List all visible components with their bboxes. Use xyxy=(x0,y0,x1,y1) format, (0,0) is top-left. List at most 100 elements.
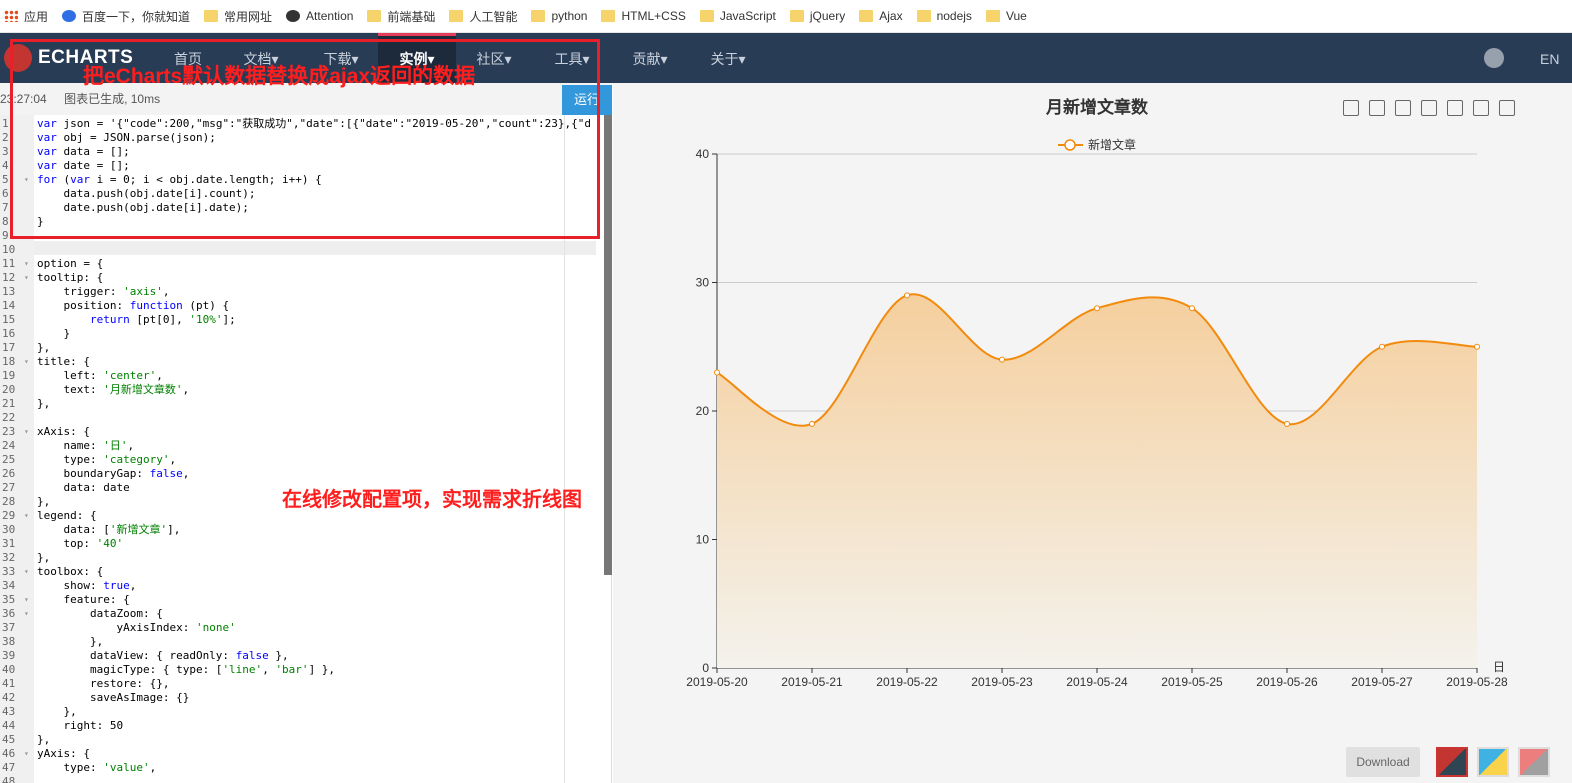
line-number: 36 xyxy=(2,607,16,620)
bookmark-label: 百度一下，你就知道 xyxy=(82,9,191,24)
bookmark-item[interactable]: Ajax xyxy=(859,9,903,23)
bookmark-item[interactable]: Vue xyxy=(985,9,1027,23)
fold-arrow-icon[interactable]: ▾ xyxy=(24,259,29,268)
bookmark-item[interactable]: 人工智能 xyxy=(449,8,517,25)
y-tick-label: 0 xyxy=(702,661,709,675)
line-number: 8 xyxy=(2,215,9,228)
bookmark-item[interactable]: 常用网址 xyxy=(204,8,272,25)
save-image-icon[interactable] xyxy=(1499,100,1515,116)
theme-swatch-vintage[interactable] xyxy=(1518,747,1550,777)
bookmark-label: nodejs xyxy=(936,9,972,23)
nav-item[interactable]: 文档▾ xyxy=(243,51,279,67)
code-line: }, xyxy=(37,733,51,746)
bookmark-item[interactable]: JavaScript xyxy=(699,9,776,23)
x-tick-label: 2019-05-22 xyxy=(876,675,938,689)
fold-arrow-icon[interactable]: ▾ xyxy=(24,609,29,618)
bookmark-label: jQuery xyxy=(809,9,846,23)
nav-item[interactable]: 下载▾ xyxy=(323,51,359,67)
theme-swatch-default[interactable] xyxy=(1436,747,1468,777)
restore-icon[interactable] xyxy=(1473,100,1489,116)
line-number: 22 xyxy=(2,411,16,424)
line-number: 11 xyxy=(2,257,16,270)
line-number: 48 xyxy=(2,775,16,783)
bookmark-item[interactable]: Attention xyxy=(286,9,353,23)
line-number: 3 xyxy=(2,145,9,158)
nav-item[interactable]: 关于▾ xyxy=(710,51,746,67)
line-number: 1 xyxy=(2,117,9,130)
x-tick-label: 2019-05-25 xyxy=(1161,675,1223,689)
line-number: 24 xyxy=(2,439,16,452)
folder-icon xyxy=(449,10,464,22)
code-line: feature: { xyxy=(37,593,130,606)
fold-arrow-icon[interactable]: ▾ xyxy=(24,567,29,576)
code-line: top: '40' xyxy=(37,537,124,550)
fold-arrow-icon[interactable]: ▾ xyxy=(24,427,29,436)
bookmark-item[interactable]: 前端基础 xyxy=(367,8,435,25)
fold-arrow-icon[interactable]: ▾ xyxy=(24,273,29,282)
bar-type-icon[interactable] xyxy=(1447,100,1463,116)
code-line: position: function (pt) { xyxy=(37,299,230,312)
line-number: 46 xyxy=(2,747,16,760)
code-area[interactable]: 1 var json = '{"code":200,"msg":"获取成功","d… xyxy=(0,115,604,783)
line-number: 2 xyxy=(2,131,9,144)
language-switch[interactable]: EN xyxy=(1540,51,1560,67)
bookmark-item[interactable]: 应用 xyxy=(0,8,48,25)
line-number: 16 xyxy=(2,327,16,340)
status-message: 图表已生成, 10ms xyxy=(64,92,161,106)
data-point xyxy=(904,292,910,299)
x-tick-label: 2019-05-26 xyxy=(1256,675,1318,689)
bookmark-item[interactable]: nodejs xyxy=(916,9,972,23)
series-line xyxy=(716,293,1478,427)
fold-arrow-icon[interactable]: ▾ xyxy=(24,749,29,758)
nav-item[interactable]: 贡献▾ xyxy=(632,51,668,67)
code-line: toolbox: { xyxy=(37,565,104,578)
echarts-logo[interactable]: ECHARTS xyxy=(4,42,133,74)
fold-arrow-icon[interactable]: ▾ xyxy=(24,357,29,366)
line-number: 14 xyxy=(2,299,16,312)
data-point xyxy=(809,420,815,427)
line-number: 38 xyxy=(2,635,16,648)
annotation-middle: 在线修改配置项，实现需求折线图 xyxy=(282,489,582,511)
download-button[interactable]: Download xyxy=(1346,747,1420,777)
nav-item[interactable]: 工具▾ xyxy=(554,51,590,67)
bookmark-item[interactable]: HTML+CSS xyxy=(601,9,686,23)
data-view-icon[interactable] xyxy=(1395,100,1411,116)
bookmark-item[interactable]: 百度一下，你就知道 xyxy=(62,8,190,25)
line-number: 10 xyxy=(2,243,16,256)
theme-swatch-light[interactable] xyxy=(1477,747,1509,777)
code-line: dataView: { readOnly: false }, xyxy=(37,649,289,662)
line-number: 6 xyxy=(2,187,9,200)
zoom-reset-icon[interactable] xyxy=(1369,100,1385,116)
bookmark-label: 常用网址 xyxy=(224,9,273,24)
code-line: left: 'center', xyxy=(37,369,163,382)
chart-toolbox xyxy=(1343,100,1525,116)
code-line: trigger: 'axis', xyxy=(37,285,170,298)
github-icon[interactable] xyxy=(1484,48,1504,68)
data-zoom-icon[interactable] xyxy=(1343,100,1359,116)
line-number: 9 xyxy=(2,229,9,242)
line-number: 12 xyxy=(2,271,16,284)
fold-arrow-icon[interactable]: ▾ xyxy=(24,595,29,604)
line-number: 41 xyxy=(2,677,16,690)
bookmark-item[interactable]: jQuery xyxy=(789,9,846,23)
line-number: 30 xyxy=(2,523,16,536)
code-line: dataZoom: { xyxy=(37,607,163,620)
code-line: magicType: { type: ['line', 'bar'] }, xyxy=(37,663,336,676)
nav-item[interactable]: 社区▾ xyxy=(476,51,512,67)
line-number: 45 xyxy=(2,733,16,746)
line-number: 44 xyxy=(2,719,16,732)
line-type-icon[interactable] xyxy=(1421,100,1437,116)
editor-scrollbar[interactable] xyxy=(604,115,612,575)
run-button[interactable]: 运行 xyxy=(562,85,612,115)
data-point xyxy=(1284,420,1290,427)
folder-icon xyxy=(789,10,804,22)
code-line: var obj = JSON.parse(json); xyxy=(37,131,216,144)
code-line: xAxis: { xyxy=(37,425,90,438)
fold-arrow-icon[interactable]: ▾ xyxy=(24,511,29,520)
code-line: type: 'category', xyxy=(37,453,177,466)
nav-item[interactable]: 首页 xyxy=(174,51,202,67)
line-number: 18 xyxy=(2,355,16,368)
bookmark-item[interactable]: python xyxy=(531,9,587,23)
line-number: 29 xyxy=(2,509,16,522)
fold-arrow-icon[interactable]: ▾ xyxy=(24,175,29,184)
